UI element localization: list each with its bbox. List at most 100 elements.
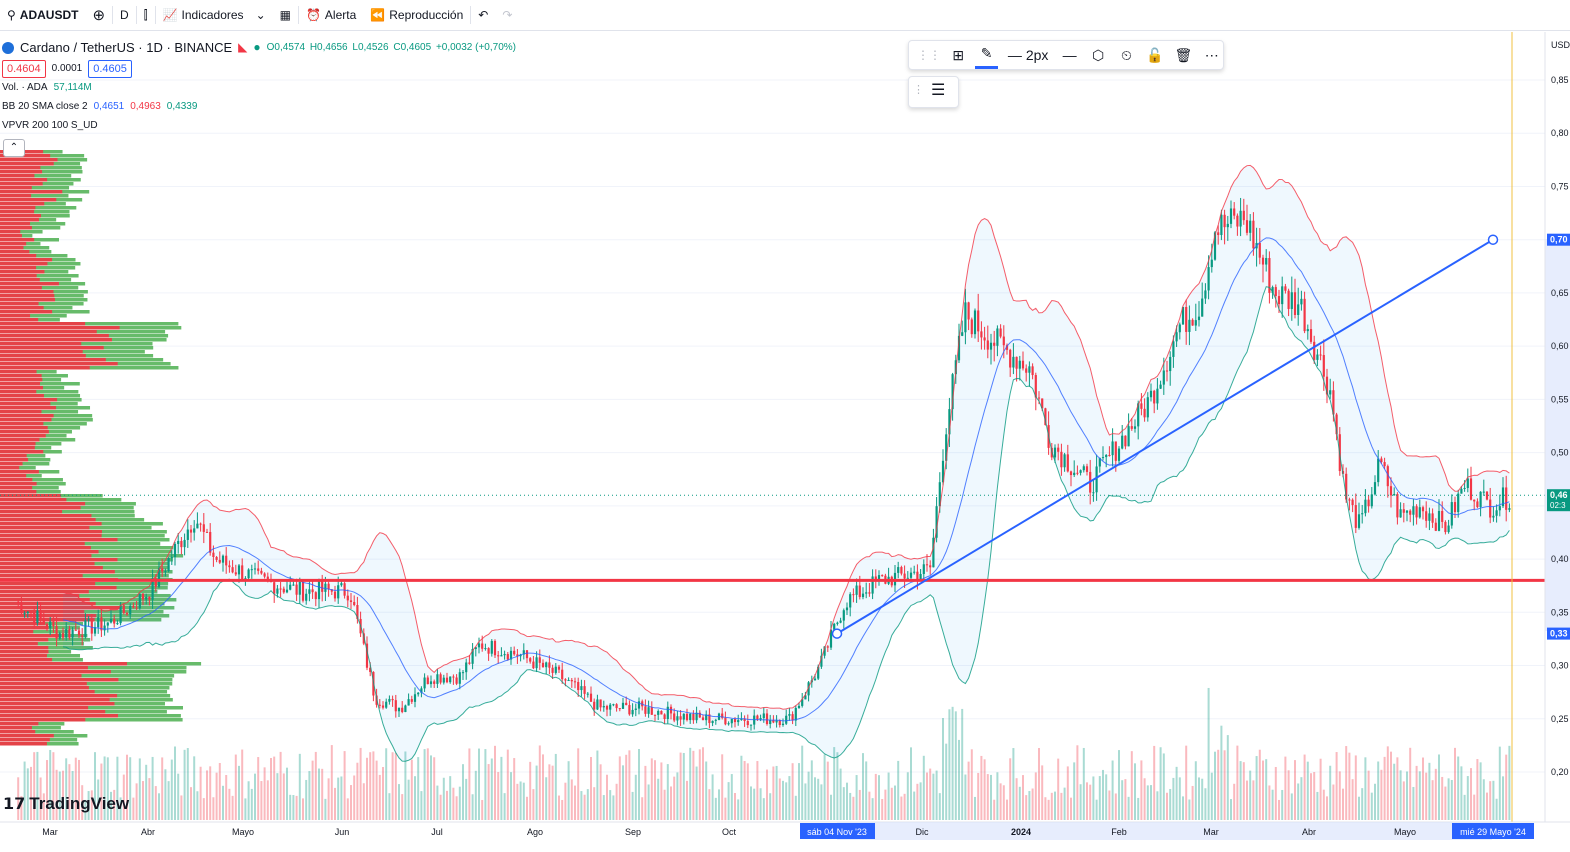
candle-body bbox=[1181, 306, 1185, 325]
drag-handle-icon-2[interactable]: ⋮ bbox=[913, 84, 924, 96]
candle-body bbox=[493, 640, 497, 656]
vpvr-down-bar bbox=[0, 338, 112, 342]
volume-bar bbox=[1262, 760, 1264, 820]
volume-bar bbox=[625, 754, 628, 820]
add-alert-button[interactable]: ⏲ bbox=[1115, 43, 1137, 67]
interval-button[interactable]: D bbox=[113, 0, 136, 30]
volume-bar bbox=[177, 773, 180, 820]
trend-anchor-end[interactable] bbox=[1487, 234, 1499, 245]
volume-bar bbox=[446, 790, 448, 820]
volume-bar bbox=[798, 763, 800, 820]
vpvr-down-bar bbox=[0, 290, 54, 294]
settings-button[interactable]: ⬡ bbox=[1087, 43, 1109, 67]
grid-plus-icon: ⊞ bbox=[952, 46, 965, 63]
vpvr-down-bar bbox=[0, 330, 97, 334]
candle-body bbox=[439, 674, 442, 683]
indicators-button[interactable]: 📈 Indicadores ⌄ bbox=[156, 0, 273, 30]
vpvr-up-bar bbox=[0, 510, 135, 514]
line-style-button[interactable]: — bbox=[1058, 43, 1080, 67]
vpvr-down-bar bbox=[0, 478, 33, 482]
volume-bar bbox=[471, 794, 474, 820]
more-button[interactable]: ⋯ bbox=[1201, 43, 1223, 67]
volume-bar bbox=[522, 782, 525, 820]
symbol-search[interactable]: ⚲ ADAUSDT bbox=[0, 0, 85, 30]
volume-bar bbox=[1409, 747, 1412, 820]
ask-price-button[interactable]: 0.4605 bbox=[88, 59, 132, 78]
candle-body bbox=[977, 310, 980, 332]
redo-button[interactable]: ↷ bbox=[495, 0, 519, 30]
volume-bar bbox=[561, 799, 564, 820]
volume-bar bbox=[705, 761, 708, 820]
object-tree-button[interactable]: ⊞ bbox=[947, 43, 969, 67]
legend-title[interactable]: Cardano / TetherUS · 1D · BINANCE bbox=[20, 40, 233, 55]
volume-bar bbox=[241, 749, 244, 820]
vpvr-up-bar bbox=[0, 266, 76, 270]
vpvr-down-bar bbox=[0, 402, 51, 406]
vpvr-down-bar bbox=[0, 306, 44, 310]
vpvr-down-bar bbox=[0, 334, 109, 338]
volume-bar bbox=[823, 754, 826, 820]
candle-body bbox=[932, 537, 935, 568]
candle-body bbox=[301, 581, 305, 601]
templates-button[interactable]: ▦ bbox=[273, 0, 298, 30]
volume-bar bbox=[1044, 797, 1047, 820]
candle-body bbox=[119, 605, 122, 624]
volume-bar bbox=[1396, 757, 1399, 820]
candle-body bbox=[970, 319, 973, 335]
volume-bar bbox=[1182, 796, 1184, 820]
volume-bar bbox=[734, 793, 736, 820]
change-value: +0,0032 (+0,70%) bbox=[435, 42, 516, 53]
volume-bar bbox=[1194, 761, 1197, 820]
line-width-button[interactable]: —2px bbox=[1004, 43, 1053, 67]
time-axis-selection bbox=[837, 822, 1492, 840]
candle-body bbox=[826, 646, 829, 648]
volume-bar bbox=[999, 783, 1002, 820]
volume-label: Vol. · ADA bbox=[2, 82, 48, 93]
compare-button[interactable]: ⊕ bbox=[85, 0, 112, 30]
chevron-up-icon: ⌃ bbox=[9, 142, 19, 153]
trend-line[interactable] bbox=[836, 238, 1494, 635]
candle-body bbox=[1114, 441, 1117, 461]
volume-bar bbox=[279, 751, 282, 820]
vpvr-down-bar bbox=[0, 530, 102, 534]
alert-button[interactable]: ⏰ Alerta bbox=[299, 0, 363, 30]
volume-bar bbox=[1281, 789, 1284, 820]
candle-body bbox=[298, 581, 301, 595]
volume-bar bbox=[836, 752, 839, 820]
candle-body bbox=[1466, 478, 1469, 488]
candle-body bbox=[353, 602, 356, 606]
chart-type-button[interactable]: ⫿ bbox=[137, 0, 155, 30]
volume-bar bbox=[602, 795, 605, 820]
volume-bar bbox=[1434, 768, 1437, 820]
vpvr-down-bar bbox=[0, 322, 86, 326]
vpvr-up-bar bbox=[0, 390, 79, 394]
line-color-button[interactable]: ✎ bbox=[975, 42, 998, 69]
collapse-legend-button[interactable]: ⌃ bbox=[3, 139, 25, 157]
candle-body bbox=[337, 585, 340, 599]
candle-body bbox=[599, 699, 602, 708]
candle-body bbox=[1489, 499, 1492, 518]
vpvr-down-bar bbox=[0, 674, 82, 678]
volume-bar bbox=[1070, 797, 1072, 820]
candle-body bbox=[481, 643, 484, 649]
lock-button[interactable]: 🔓 bbox=[1144, 43, 1166, 67]
undo-button[interactable]: ↶ bbox=[471, 0, 495, 30]
trend-anchor-start[interactable] bbox=[831, 628, 843, 639]
vpvr-down-bar bbox=[0, 718, 86, 722]
drag-handle-icon[interactable]: ⋮⋮ bbox=[917, 48, 941, 62]
volume-bar bbox=[606, 774, 608, 820]
volume-bar bbox=[830, 794, 832, 820]
delete-button[interactable]: 🗑 bbox=[1172, 43, 1194, 67]
volume-bar bbox=[295, 795, 298, 820]
candle-body bbox=[1271, 287, 1274, 293]
replay-button[interactable]: ⏪ Reproducción bbox=[363, 0, 470, 30]
volume-bar bbox=[938, 793, 941, 820]
volume-bar bbox=[634, 774, 637, 820]
bid-price-button[interactable]: 0.4604 bbox=[2, 59, 46, 78]
volume-bar bbox=[1162, 753, 1165, 820]
visual-order-icon[interactable]: ☰ bbox=[931, 82, 946, 99]
volume-bar bbox=[1188, 799, 1191, 820]
vpvr-up-bar bbox=[0, 230, 43, 234]
volume-bar bbox=[1450, 779, 1453, 820]
